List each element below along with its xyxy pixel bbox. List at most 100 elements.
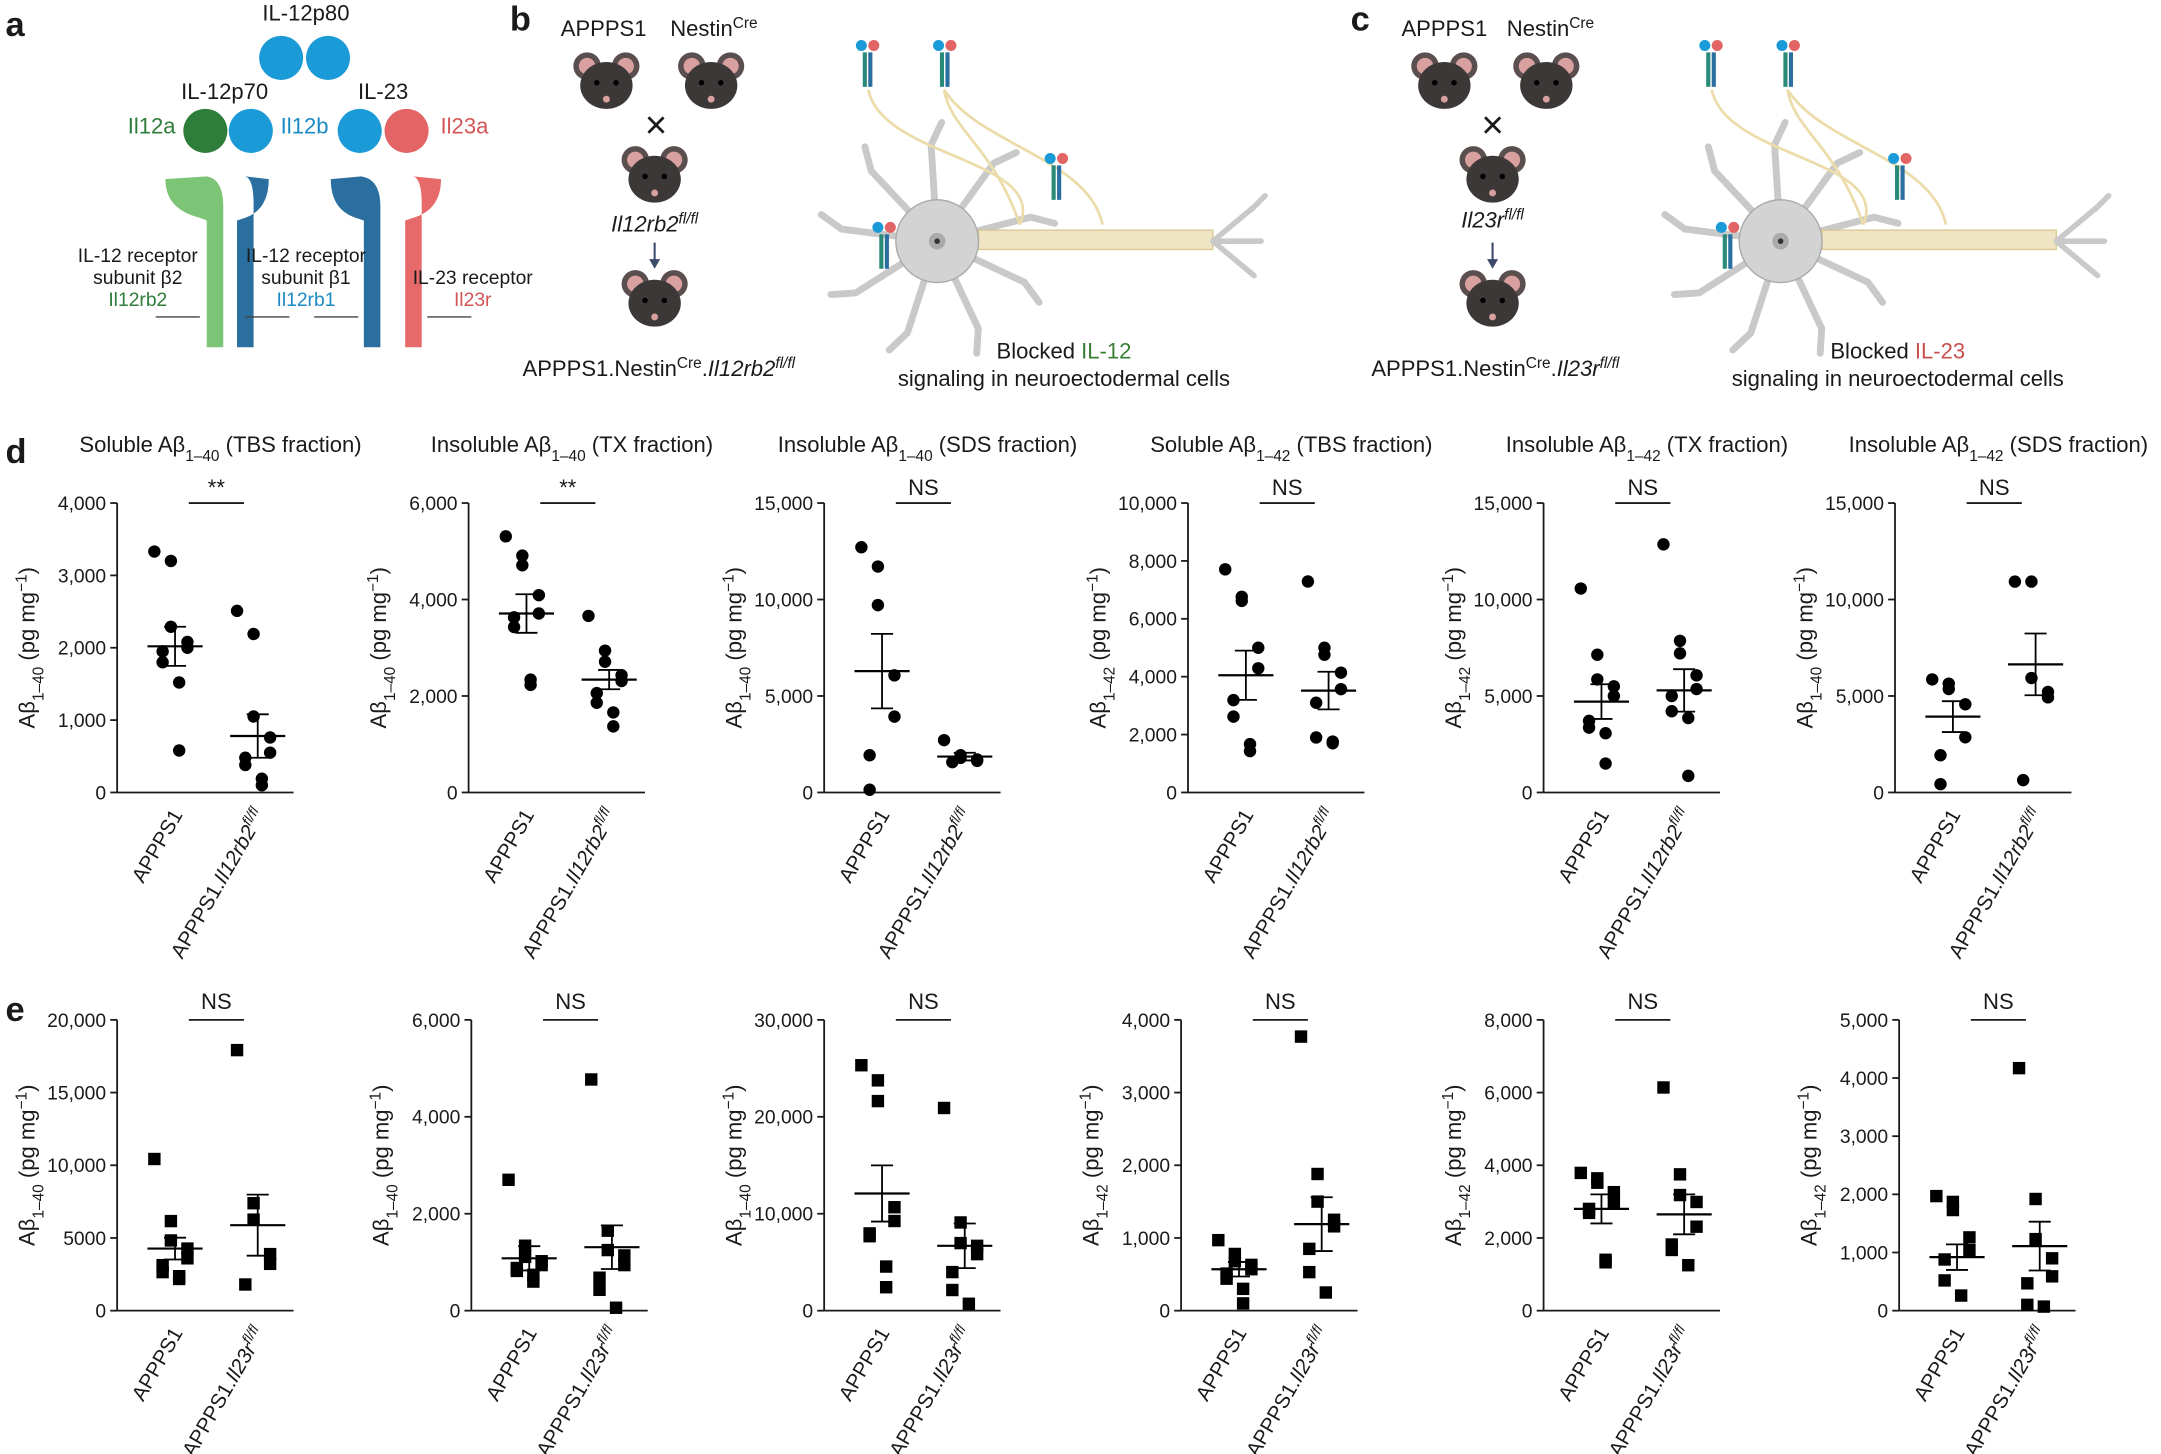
y-tick-label: 20,000 (754, 1108, 813, 1129)
label: IL-12 receptor (246, 246, 367, 267)
ligand (884, 221, 896, 233)
y-tick-label: 0 (95, 1302, 106, 1323)
data-point (532, 588, 546, 602)
ligand (1776, 39, 1788, 51)
data-point (946, 1283, 959, 1297)
text-run: −1 (1084, 574, 1101, 592)
sem-bar (1227, 1261, 1251, 1278)
sem-bar (164, 625, 187, 667)
y-tick-label: 0 (95, 783, 106, 804)
dot-plot: 0 1,000 2,000 3,000 4,000 5,000 Aβ1–42 (pg mg−… (1795, 989, 2076, 1454)
y-tick-label: 0 (802, 1302, 813, 1323)
data-point (2025, 671, 2038, 685)
data-point (1309, 731, 1323, 744)
sem-bar (953, 751, 976, 762)
chart-title: Insoluble Aβ1–42 (SDS fraction) (1849, 432, 2148, 465)
text-run: Nestin (670, 16, 733, 41)
sem-bar (871, 1164, 894, 1223)
text-run: APPPS1. (167, 876, 230, 962)
text-run: 1–40 (30, 667, 47, 701)
data-point (156, 1265, 169, 1279)
text-run: −1 (1791, 574, 1808, 592)
x-tick-label: APPPS1 (835, 1324, 895, 1405)
panel-label: d (6, 433, 27, 471)
nose (651, 189, 659, 197)
sem-bar (600, 1224, 623, 1270)
data-point (855, 1059, 868, 1072)
head (1520, 62, 1573, 109)
head (628, 279, 681, 327)
receptor (330, 176, 381, 348)
sem-bar (2028, 1220, 2051, 1272)
receptor (1057, 165, 1062, 200)
data-point (2045, 1252, 2059, 1265)
sem-bar (1234, 649, 1257, 701)
sem-bar (2024, 632, 2047, 697)
text-run: Il23r (1647, 1339, 1688, 1386)
text-run: APPPS1. (1242, 1375, 1305, 1454)
data-point (263, 731, 277, 744)
ligand (1788, 39, 1800, 51)
dot-plot: 0 1,000 2,000 3,000 4,000 Aβ1–42 (pg mg−1) NS A… (1077, 989, 1358, 1454)
text-run: 1–42 (1094, 1184, 1111, 1218)
sem-bar (1941, 700, 1964, 733)
text-run: Il23r (928, 1339, 969, 1386)
y-tick-label: 4,000 (409, 590, 457, 611)
sem-bar (164, 1236, 187, 1261)
data-point (593, 1283, 606, 1297)
caption: Blocked IL-12 (997, 338, 1132, 363)
significance: NS (1979, 475, 2010, 500)
subunit (384, 108, 429, 153)
data-point (871, 560, 885, 573)
significance: NS (908, 475, 939, 500)
terminal (1210, 192, 1268, 279)
subunit (183, 108, 228, 153)
text-run: Soluble Aβ (79, 432, 185, 457)
eye (661, 173, 668, 180)
data-point (239, 758, 252, 772)
data-point (247, 710, 260, 723)
data-point (1243, 744, 1257, 758)
data-point (1690, 682, 1703, 696)
data-point (888, 1201, 901, 1214)
data-point (601, 1224, 614, 1237)
y-tick-label: 10,000 (1118, 494, 1177, 515)
significance: NS (1627, 989, 1658, 1014)
data-point (164, 554, 178, 568)
data-point (598, 644, 612, 657)
data-point (1252, 662, 1265, 675)
y-axis-label: Aβ1–40 (pg mg−1) (367, 1085, 401, 1246)
text-run: fl/fl (1504, 206, 1524, 223)
data-point (230, 1043, 244, 1057)
x-tick-label: APPPS1 (1191, 1324, 1251, 1405)
terminal (2053, 192, 2112, 279)
label: Il12rb2fl/fl (611, 210, 699, 237)
x-tick-label: APPPS1.Il23rfl/fl (1958, 1322, 2052, 1454)
data-point (871, 1074, 885, 1087)
sem-bar (598, 669, 621, 691)
y-tick-label: 15,000 (47, 1083, 106, 1104)
text-run: . (1551, 356, 1557, 381)
mouse-icon (1513, 52, 1580, 109)
data-point (507, 620, 521, 634)
mouse-icon (1459, 270, 1526, 327)
data-point (879, 1281, 893, 1294)
y-tick-label: 0 (1873, 783, 1884, 804)
ligand (872, 221, 884, 233)
x-tick-label: APPPS1.Il23rfl/fl (176, 1322, 270, 1454)
text-run: 1–40 (737, 1184, 754, 1218)
text-run: Insoluble Aβ (1849, 432, 1970, 457)
text-run: Aβ (721, 701, 746, 728)
gene-label: Il23a (441, 114, 490, 139)
text-run: ) (1796, 1085, 1821, 1092)
dot-plot: 0 5000 10,000 15,000 20,000 Aβ1–40 (pg mg−1) N… (13, 989, 294, 1454)
label: IL-12p80 (262, 1, 349, 26)
y-tick-label: 10,000 (1825, 590, 1884, 611)
text-run: (pg mg (721, 1110, 746, 1185)
data-point (181, 641, 194, 654)
arrow-head (1487, 259, 1499, 269)
y-axis-label: Aβ1–42 (pg mg−1) (1439, 567, 1473, 728)
text-run: Aβ (14, 1219, 39, 1246)
